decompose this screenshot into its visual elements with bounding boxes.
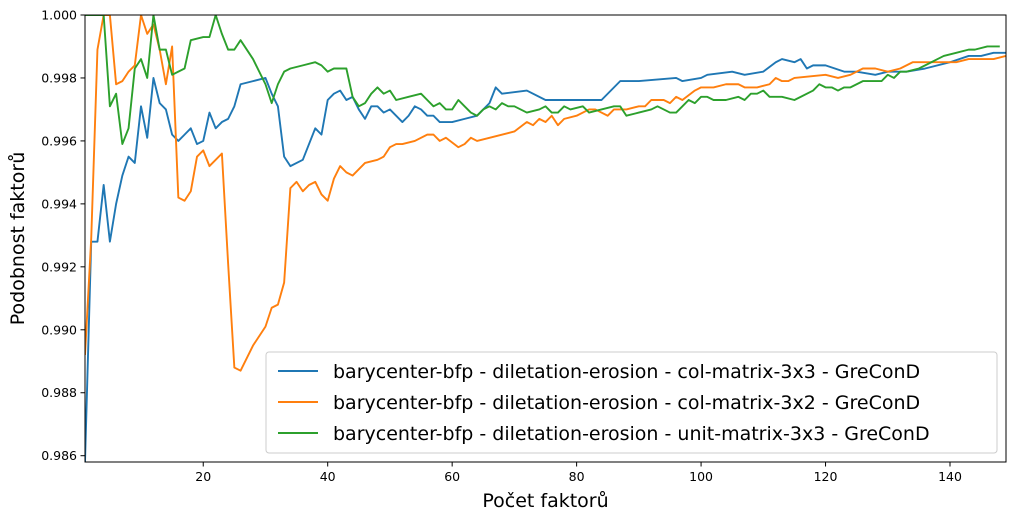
x-tick-label-120: 120 (814, 469, 838, 484)
series-line-3 (85, 15, 1000, 146)
legend-box (265, 351, 998, 454)
series-layer (85, 15, 1006, 462)
y-tick-label-1.000: 1.000 (41, 8, 77, 23)
legend-entry-col-3x3: barycenter-bfp - diletation-erosion - co… (333, 361, 920, 383)
x-tick-label-40: 40 (320, 469, 336, 484)
y-tick-label-0.988: 0.988 (41, 385, 77, 400)
x-axis: 20 40 60 80 100 120 140 (195, 462, 962, 484)
y-tick-label-0.992: 0.992 (41, 259, 77, 274)
y-tick-label-0.994: 0.994 (41, 196, 77, 211)
y-tick-label-0.998: 0.998 (41, 70, 77, 85)
x-tick-label-140: 140 (938, 469, 962, 484)
y-tick-label-0.996: 0.996 (41, 133, 77, 148)
y-axis-label: Podobnost faktorů (7, 152, 29, 325)
x-tick-label-80: 80 (569, 469, 585, 484)
series-line-1 (85, 51, 1006, 462)
x-tick-label-60: 60 (444, 469, 460, 484)
x-tick-label-100: 100 (689, 469, 713, 484)
x-axis-label: Počet faktorů (482, 490, 608, 512)
series-line-2 (85, 15, 1006, 372)
legend-entry-unit-3x3: barycenter-bfp - diletation-erosion - un… (333, 423, 930, 445)
y-axis: 0.986 0.988 0.990 0.992 0.994 0.996 0.998 1.000 (41, 8, 85, 463)
y-tick-label-0.986: 0.986 (41, 448, 77, 463)
legend-entry-col-3x2: barycenter-bfp - diletation-erosion - co… (333, 392, 920, 414)
legend: barycenter-bfp - diletation-erosion - co… (265, 351, 998, 454)
plot-frame (84, 14, 1007, 463)
x-tick-label-20: 20 (195, 469, 211, 484)
y-tick-label-0.990: 0.990 (41, 322, 77, 337)
